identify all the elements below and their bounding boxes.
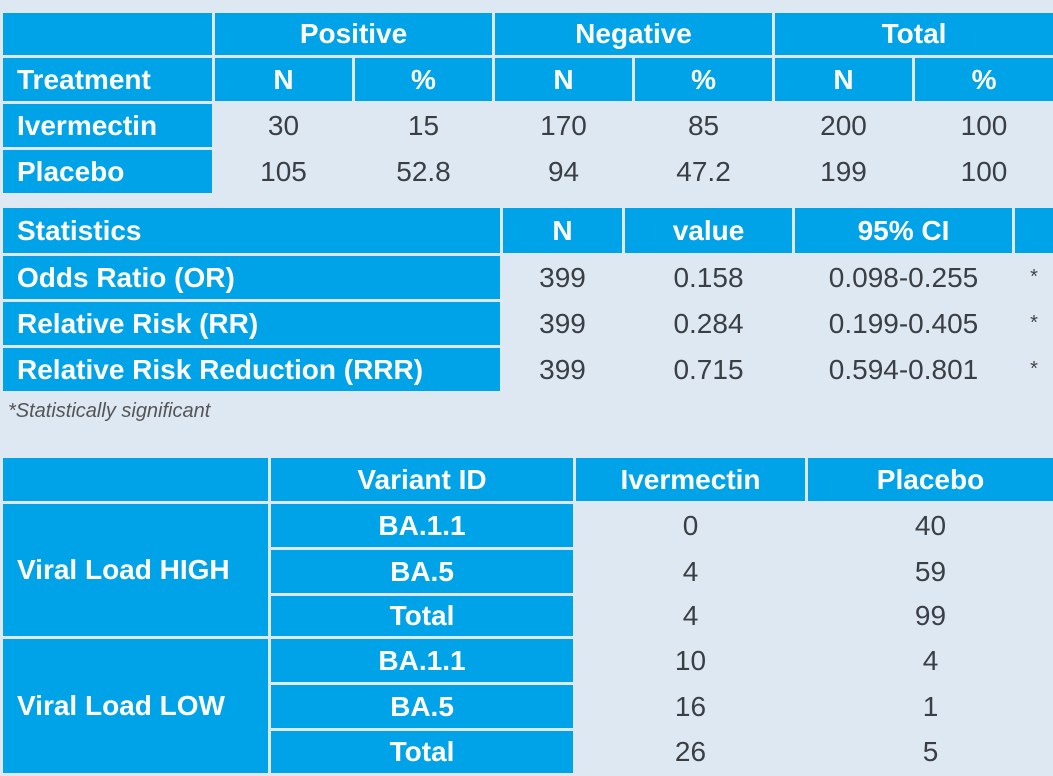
- row-label: Placebo: [2, 149, 214, 195]
- significance-mark: *: [1014, 255, 1053, 301]
- variant-total-cell: Total: [270, 595, 575, 638]
- group-header-row: Positive Negative Total: [2, 12, 1053, 57]
- variant-total-cell: Total: [270, 730, 575, 775]
- treatment-header: Treatment: [2, 57, 214, 103]
- footnote: *Statistically significant: [8, 400, 210, 423]
- group-header-total: Total: [774, 12, 1053, 57]
- ivermectin-header: Ivermectin: [575, 457, 807, 503]
- stat-label: Odds Ratio (OR): [2, 255, 502, 301]
- stats-header-row: Statistics N value 95% CI: [2, 207, 1053, 255]
- data-cell: 100: [914, 149, 1053, 195]
- data-cell: 170: [494, 103, 634, 149]
- ivermectin-cell: 26: [575, 730, 807, 775]
- table-row: Relative Risk (RR) 399 0.284 0.199-0.405…: [2, 301, 1053, 347]
- significance-mark: *: [1014, 301, 1053, 347]
- viral-load-table: Variant ID Ivermectin Placebo Viral Load…: [0, 455, 1053, 776]
- corner-cell: [2, 12, 214, 57]
- data-cell: 200: [774, 103, 914, 149]
- value-cell: 0.715: [624, 347, 794, 393]
- ivermectin-cell: 4: [575, 595, 807, 638]
- data-cell: 199: [774, 149, 914, 195]
- data-cell: 105: [214, 149, 354, 195]
- data-cell: 30: [214, 103, 354, 149]
- mark-header: [1014, 207, 1053, 255]
- value-cell: 0.158: [624, 255, 794, 301]
- group-header-positive: Positive: [214, 12, 494, 57]
- statistics-table: Statistics N value 95% CI Odds Ratio (OR…: [0, 205, 1053, 394]
- data-cell: 47.2: [634, 149, 774, 195]
- sub-header: %: [354, 57, 494, 103]
- placebo-cell: 1: [807, 684, 1053, 730]
- data-cell: 85: [634, 103, 774, 149]
- variant-cell: BA.1.1: [270, 503, 575, 549]
- sub-header-row: Treatment N % N % N %: [2, 57, 1053, 103]
- n-header: N: [502, 207, 624, 255]
- data-cell: 100: [914, 103, 1053, 149]
- treatment-results-table: Positive Negative Total Treatment N % N …: [0, 10, 1053, 196]
- viral-load-low-label: Viral Load LOW: [2, 638, 270, 775]
- variant-cell: BA.5: [270, 549, 575, 595]
- sub-header: N: [774, 57, 914, 103]
- table-row: Relative Risk Reduction (RRR) 399 0.715 …: [2, 347, 1053, 393]
- placebo-cell: 59: [807, 549, 1053, 595]
- sub-header: %: [914, 57, 1053, 103]
- variant-id-header: Variant ID: [270, 457, 575, 503]
- row-label: Ivermectin: [2, 103, 214, 149]
- value-cell: 0.284: [624, 301, 794, 347]
- ci-header: 95% CI: [794, 207, 1014, 255]
- placebo-cell: 5: [807, 730, 1053, 775]
- stat-label: Relative Risk Reduction (RRR): [2, 347, 502, 393]
- table-row: Viral Load LOW BA.1.1 10 4: [2, 638, 1053, 684]
- n-cell: 399: [502, 255, 624, 301]
- placebo-cell: 4: [807, 638, 1053, 684]
- data-cell: 15: [354, 103, 494, 149]
- group-header-negative: Negative: [494, 12, 774, 57]
- ci-cell: 0.098-0.255: [794, 255, 1014, 301]
- placebo-header: Placebo: [807, 457, 1053, 503]
- ivermectin-cell: 4: [575, 549, 807, 595]
- n-cell: 399: [502, 301, 624, 347]
- ivermectin-cell: 16: [575, 684, 807, 730]
- placebo-cell: 99: [807, 595, 1053, 638]
- variant-cell: BA.1.1: [270, 638, 575, 684]
- data-cell: 52.8: [354, 149, 494, 195]
- ci-cell: 0.594-0.801: [794, 347, 1014, 393]
- ivermectin-cell: 10: [575, 638, 807, 684]
- corner-cell: [2, 457, 270, 503]
- viral-header-row: Variant ID Ivermectin Placebo: [2, 457, 1053, 503]
- data-cell: 94: [494, 149, 634, 195]
- ci-cell: 0.199-0.405: [794, 301, 1014, 347]
- significance-mark: *: [1014, 347, 1053, 393]
- n-cell: 399: [502, 347, 624, 393]
- table-row: Odds Ratio (OR) 399 0.158 0.098-0.255 *: [2, 255, 1053, 301]
- sub-header: N: [214, 57, 354, 103]
- statistics-header: Statistics: [2, 207, 502, 255]
- value-header: value: [624, 207, 794, 255]
- variant-cell: BA.5: [270, 684, 575, 730]
- sub-header: %: [634, 57, 774, 103]
- viral-load-high-label: Viral Load HIGH: [2, 503, 270, 638]
- placebo-cell: 40: [807, 503, 1053, 549]
- stat-label: Relative Risk (RR): [2, 301, 502, 347]
- table-row: Viral Load HIGH BA.1.1 0 40: [2, 503, 1053, 549]
- ivermectin-cell: 0: [575, 503, 807, 549]
- table-row: Placebo 105 52.8 94 47.2 199 100: [2, 149, 1053, 195]
- table-row: Ivermectin 30 15 170 85 200 100: [2, 103, 1053, 149]
- sub-header: N: [494, 57, 634, 103]
